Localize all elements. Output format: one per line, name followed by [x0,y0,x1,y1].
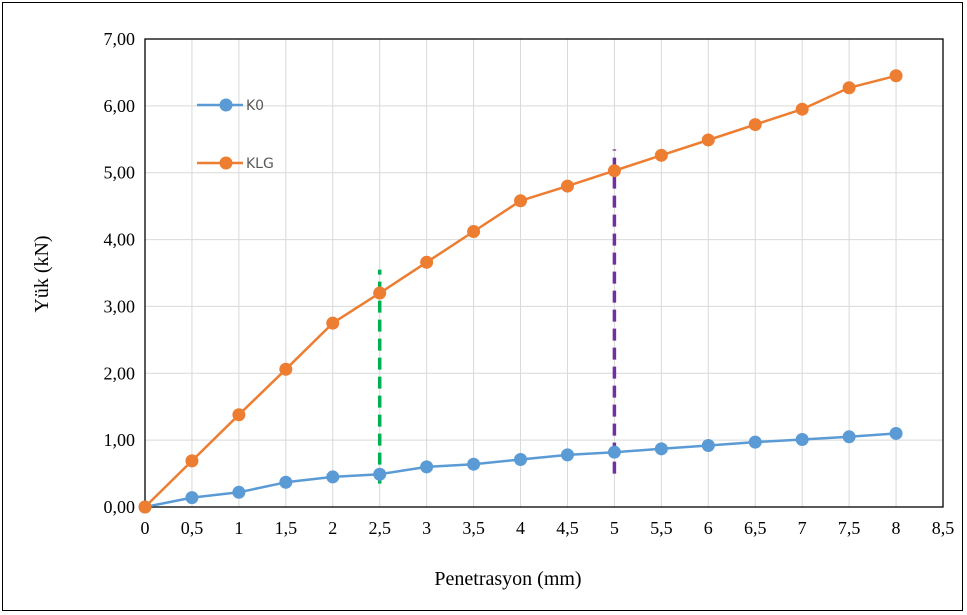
data-point-klg [326,316,340,330]
x-tick-label: 3 [422,518,431,538]
y-axis-title: Yük (kN) [31,235,53,312]
data-point-k0 [560,448,574,462]
x-axis-title: Penetrasyon (mm) [434,568,581,590]
data-point-k0 [326,470,340,484]
data-point-klg [467,225,481,239]
x-tick-label: 4 [516,518,525,538]
y-tick-label: 7,00 [104,29,136,49]
data-point-klg [560,179,574,193]
x-tick-label: 2,5 [368,518,391,538]
x-tick-label: 7,5 [838,518,861,538]
y-tick-label: 3,00 [104,296,136,316]
data-point-klg [889,69,903,83]
y-tick-label: 4,00 [104,230,136,250]
series-klg [138,69,903,514]
x-tick-label: 8,5 [932,518,955,538]
legend-item-k0: K0 [197,98,264,114]
data-point-klg [748,118,762,132]
x-tick-label: 7 [798,518,807,538]
data-point-k0 [654,442,668,456]
data-point-klg [279,362,293,376]
x-tick-label: 3,5 [462,518,485,538]
x-tick-label: 2 [328,518,337,538]
series-k0 [138,426,903,514]
y-tick-label: 5,00 [104,163,136,183]
x-tick-label: 0,5 [181,518,204,538]
legend-label-klg: KLG [246,156,274,172]
data-point-k0 [701,438,715,452]
y-tick-label: 0,00 [104,497,136,517]
x-tick-label: 1,5 [275,518,298,538]
y-tick-label: 2,00 [104,363,136,383]
reference-lines [377,149,617,484]
axes [144,38,944,508]
x-tick-label: 5 [610,518,619,538]
data-point-klg [373,286,387,300]
legend: K0 KLG [197,98,274,172]
x-tick-labels: 0 0,5 1 1,5 2 2,5 3 3,5 4 4,5 5 5,5 6 6,5 7 7,5 8 8,5 [141,518,955,538]
plot-border [144,38,944,508]
legend-label-k0: K0 [246,98,264,114]
x-tick-label: 5,5 [650,518,673,538]
data-point-k0 [842,430,856,444]
data-point-klg [514,194,528,208]
y-tick-label: 1,00 [104,430,136,450]
data-point-k0 [889,426,903,440]
x-tick-label: 1 [234,518,243,538]
data-point-k0 [420,460,434,474]
data-point-k0 [514,453,528,467]
data-point-klg [185,454,199,468]
legend-item-klg: KLG [197,156,274,172]
x-tick-label: 8 [892,518,901,538]
data-point-klg [138,500,152,514]
data-point-klg [795,102,809,116]
x-tick-label: 6,5 [744,518,767,538]
x-tick-label: 6 [704,518,713,538]
data-point-klg [607,164,621,178]
data-point-k0 [748,435,762,449]
y-tick-labels: 0,00 1,00 2,00 3,00 4,00 5,00 6,00 7,00 [104,29,136,517]
data-point-klg [654,148,668,162]
data-point-klg [420,255,434,269]
data-point-k0 [279,475,293,489]
data-point-k0 [467,457,481,471]
gridlines [145,38,944,507]
y-tick-label: 6,00 [104,96,136,116]
data-point-k0 [232,485,246,499]
x-tick-label: 4,5 [556,518,579,538]
data-point-klg [232,408,246,422]
series-group [138,69,903,514]
data-point-k0 [373,467,387,481]
data-point-k0 [185,491,199,505]
x-tick-label: 0 [141,518,150,538]
data-point-k0 [795,432,809,446]
data-point-k0 [607,445,621,459]
data-point-klg [842,81,856,95]
data-point-klg [701,133,715,147]
